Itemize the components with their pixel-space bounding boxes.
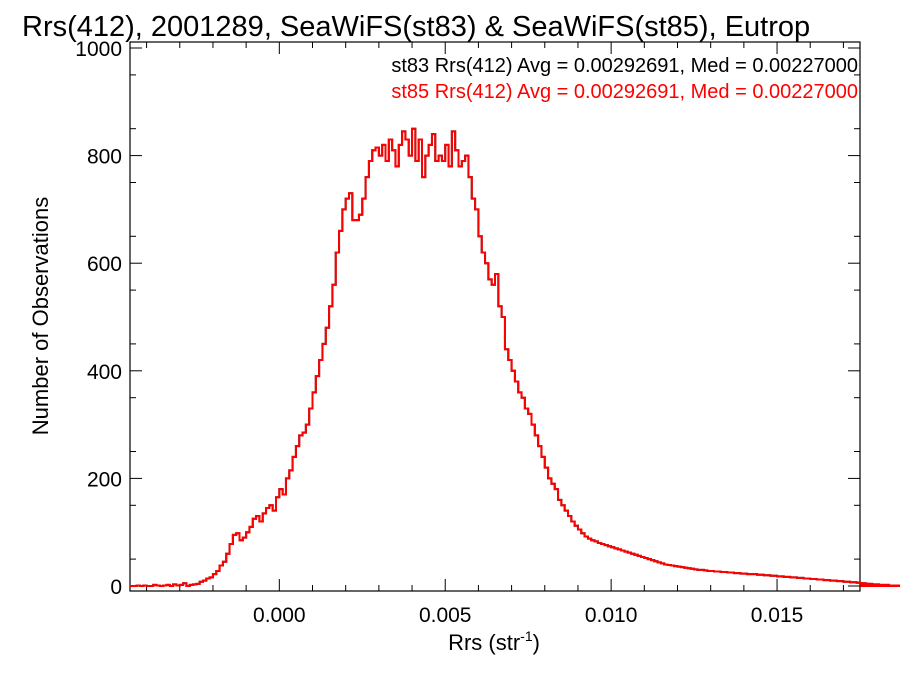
x-axis-label-close: ): [533, 630, 540, 655]
y-tick-label: 0: [110, 576, 122, 599]
y-tick-label: 1000: [75, 38, 122, 61]
series-st83-step-line: [130, 127, 900, 587]
x-axis-label: Rrs (str-1): [448, 628, 540, 655]
chart-title: Rrs(412), 2001289, SeaWiFS(st83) & SeaWi…: [22, 11, 810, 43]
x-tick-label: 0.015: [751, 604, 804, 627]
series-st85-step-line: [130, 127, 900, 587]
y-axis-ticks: 0 200 400 600 800 1000: [75, 38, 860, 599]
annotation-st85: st85 Rrs(412) Avg = 0.00292691, Med = 0.…: [391, 81, 858, 103]
annotation-st83: st83 Rrs(412) Avg = 0.00292691, Med = 0.…: [391, 55, 858, 77]
series-layer: [130, 127, 900, 587]
plot-frame: [129, 41, 861, 592]
x-tick-label: 0.005: [419, 604, 472, 627]
x-tick-label: 0.010: [585, 604, 638, 627]
x-axis-label-superscript: -1: [520, 628, 533, 644]
y-tick-label: 800: [87, 146, 122, 169]
x-axis-label-main: Rrs (str: [448, 630, 520, 655]
y-tick-label: 400: [87, 361, 122, 384]
x-tick-label: 0.000: [253, 604, 306, 627]
y-tick-label: 600: [87, 253, 122, 276]
x-axis-ticks: 0.000 0.005 0.010 0.015: [146, 42, 844, 627]
y-axis-label: Number of Observations: [28, 197, 53, 435]
y-tick-label: 200: [87, 468, 122, 491]
